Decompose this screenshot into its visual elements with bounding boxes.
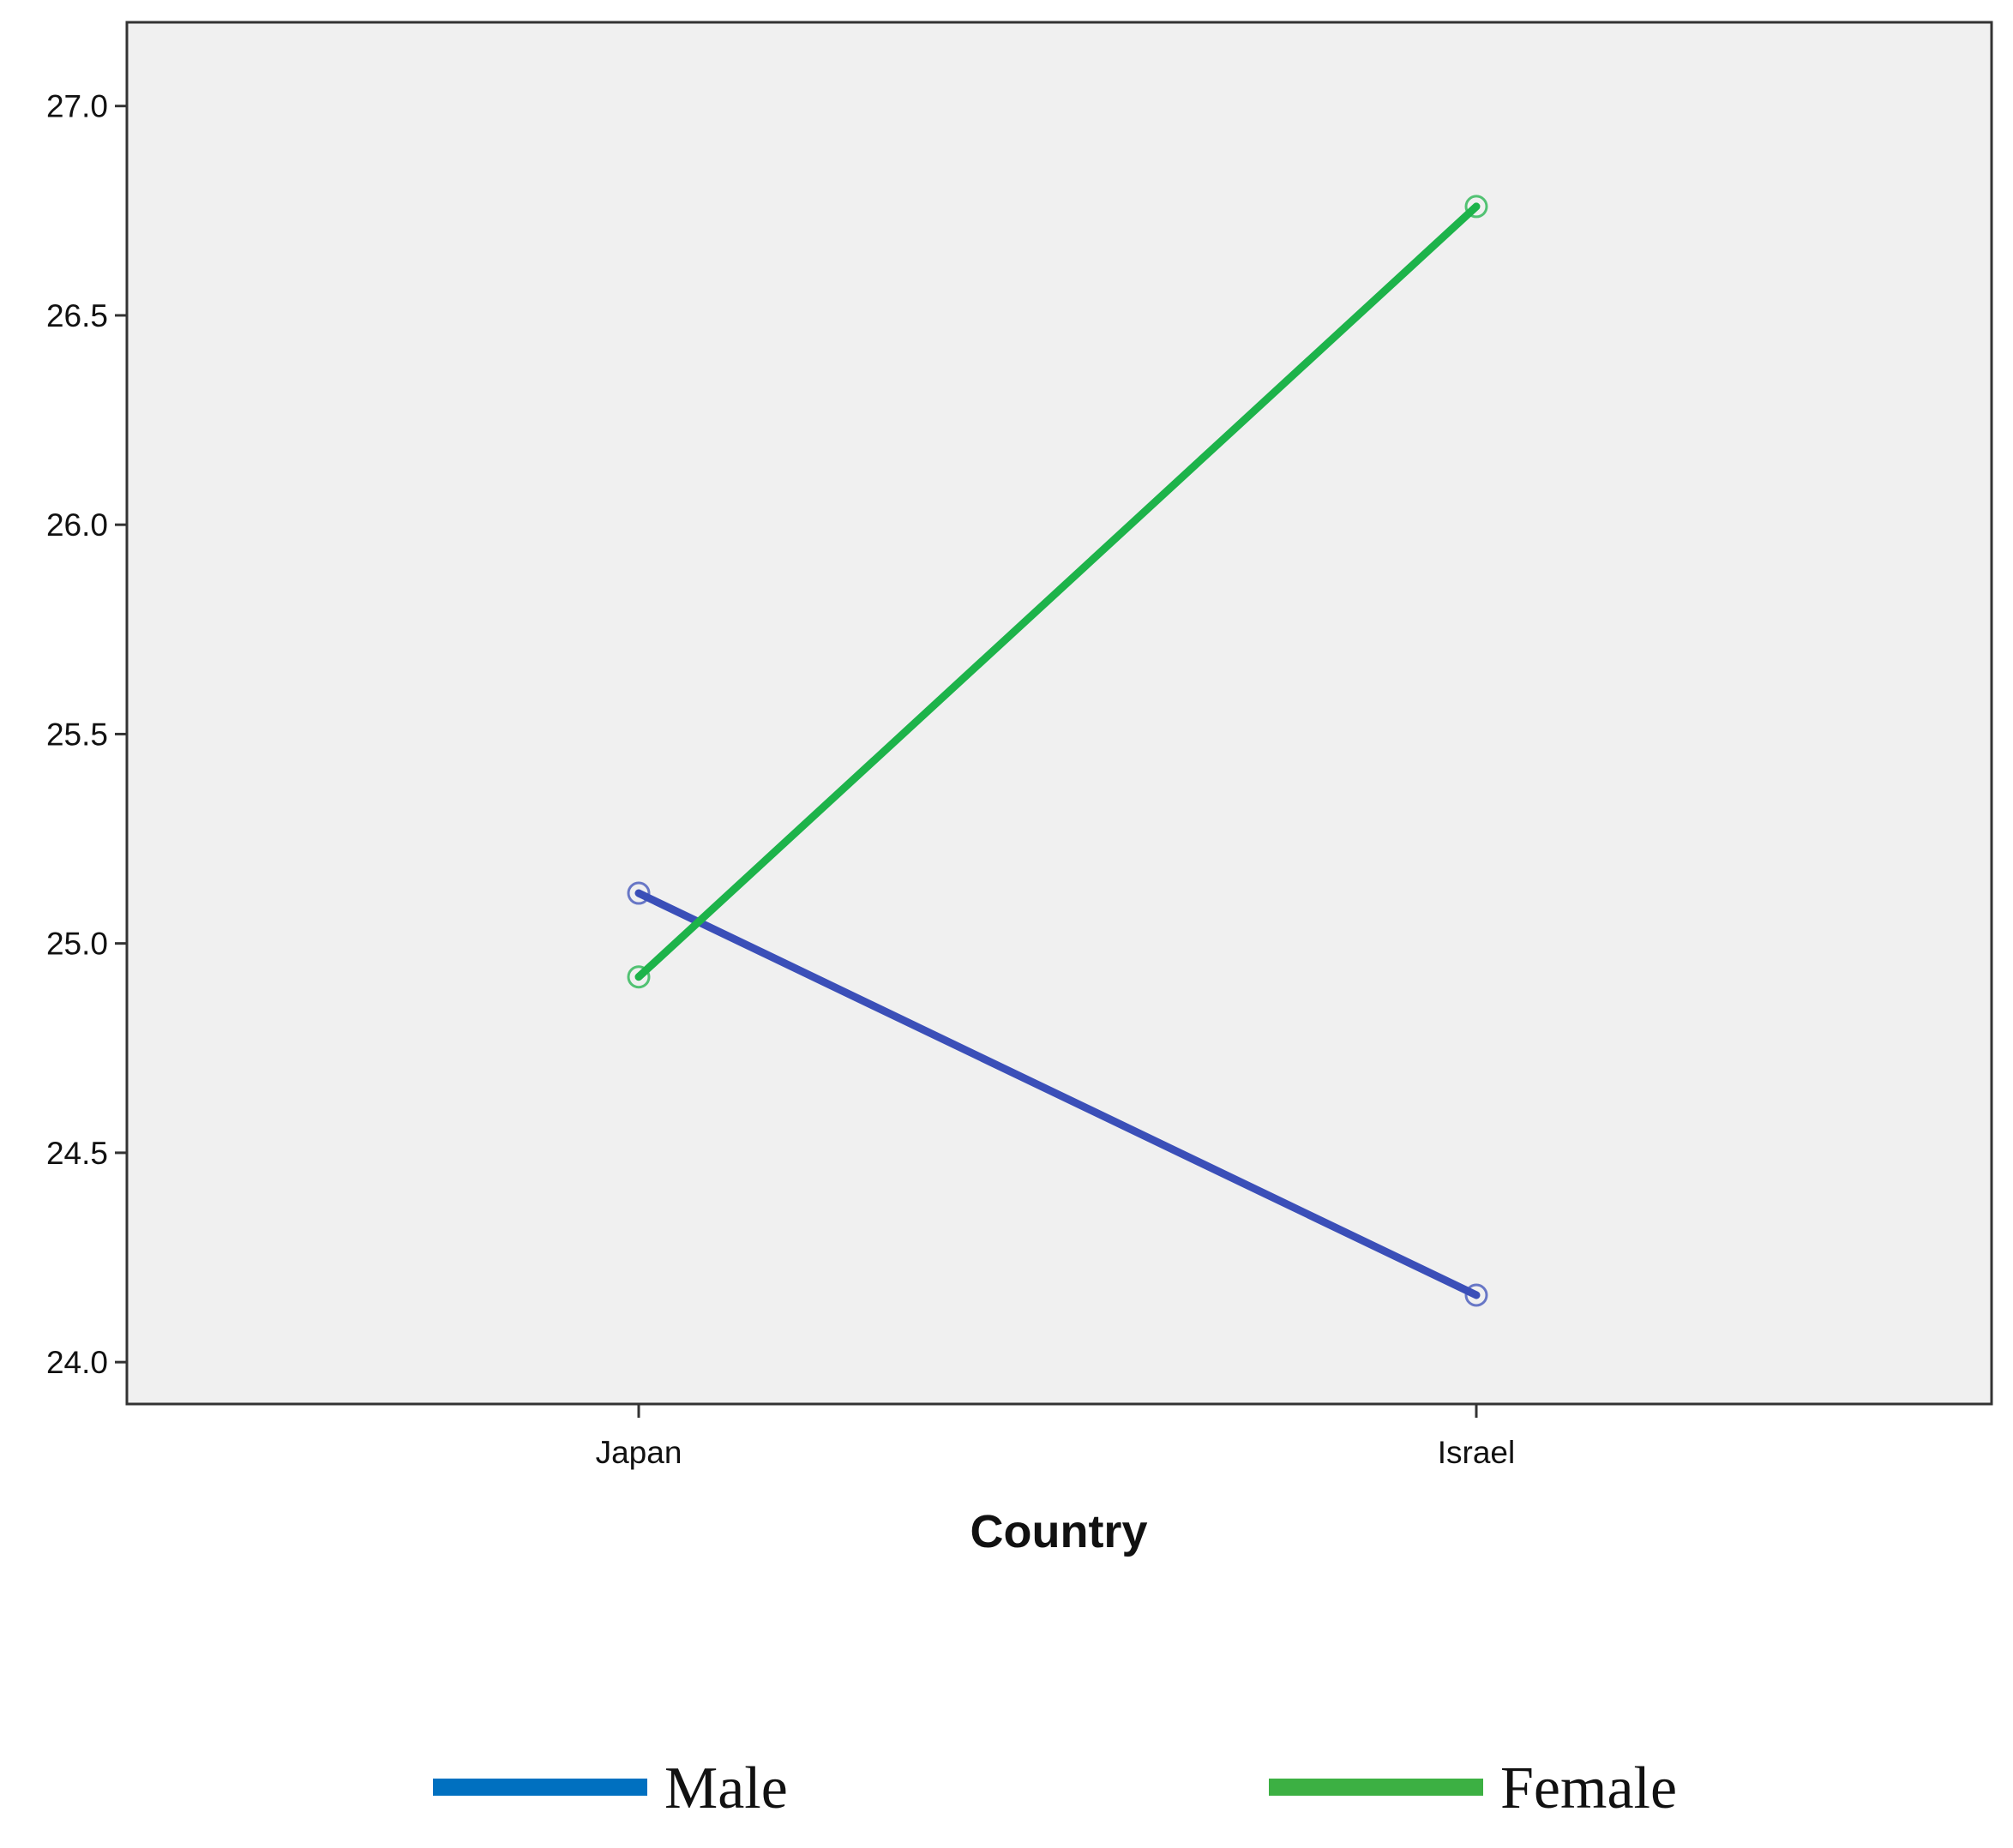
data-point-female <box>627 965 651 989</box>
x-axis-title: Country <box>970 1506 1148 1557</box>
series-layer <box>627 195 1488 1307</box>
y-axis: 24.0 24.5 25.0 25.5 26.0 26.5 27.0 <box>46 89 127 1380</box>
y-tick-label: 25.0 <box>46 927 108 962</box>
plot-area <box>125 21 1993 1406</box>
legend-label-male: Male <box>664 1755 788 1821</box>
y-tick-label: 24.0 <box>46 1345 108 1380</box>
data-point-female <box>1464 195 1488 219</box>
x-tick-label: Israel <box>1438 1435 1515 1470</box>
data-point-male <box>1464 1283 1488 1307</box>
x-tick-label: Japan <box>596 1435 682 1470</box>
legend: Male Female <box>433 1755 1677 1821</box>
x-axis: Japan Israel <box>596 1404 1515 1470</box>
y-tick-label: 24.5 <box>46 1136 108 1171</box>
legend-label-female: Female <box>1500 1755 1677 1821</box>
data-point-male <box>627 881 651 905</box>
series-line-male <box>634 889 1481 1299</box>
y-tick-label: 26.0 <box>46 507 108 543</box>
y-tick-label: 25.5 <box>46 717 108 752</box>
y-tick-label: 26.5 <box>46 298 108 333</box>
y-tick-label: 27.0 <box>46 89 108 124</box>
series-line-female <box>634 202 1481 981</box>
